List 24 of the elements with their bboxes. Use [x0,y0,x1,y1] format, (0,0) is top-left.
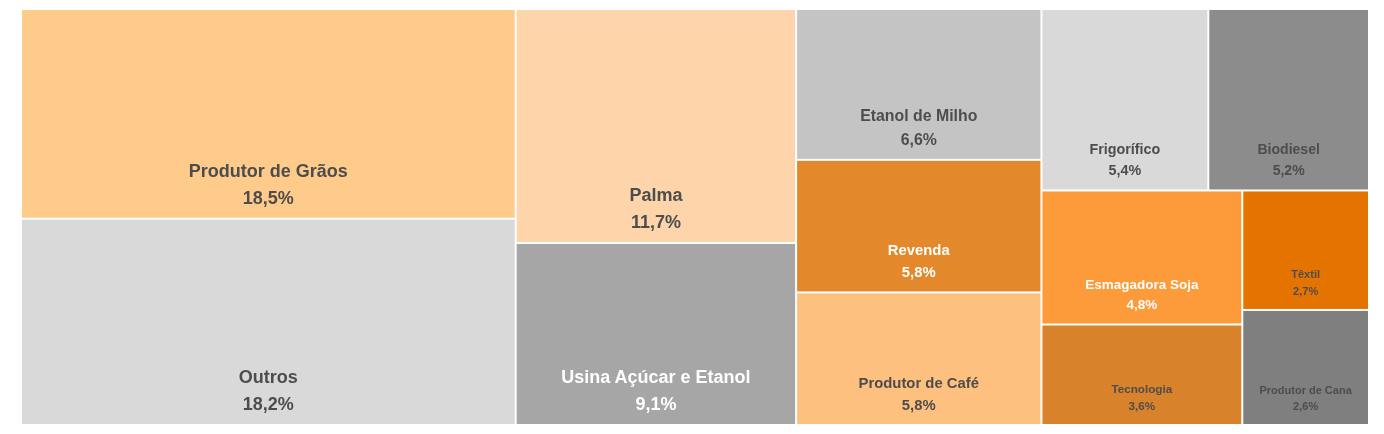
category-label: Outros [238,367,298,387]
category-label: Usina Açúcar e Etanol [561,367,751,387]
category-label: Frigorífico [1089,140,1161,157]
category-label: Produtor de Café [858,374,979,391]
data-label: 5,8% [901,264,936,281]
data-label: 4,8% [1126,297,1158,313]
data-label: 9,1% [635,394,677,414]
category-label: Esmagadora Soja [1085,277,1199,293]
data-label: 2,7% [1293,284,1319,297]
data-label: 6,6% [900,130,937,148]
data-label: 18,2% [242,394,294,414]
data-label: 5,4% [1108,162,1142,179]
category-label: Biodiesel [1257,141,1320,158]
category-label: Revenda [887,242,951,259]
data-label: 5,8% [901,397,936,413]
data-label: 18,5% [242,187,294,208]
category-label: Palma [629,185,684,205]
category-label: Têxtil [1291,268,1321,281]
data-label: 5,2% [1272,162,1306,179]
category-label: Tecnologia [1111,381,1173,395]
data-label: 11,7% [630,212,681,232]
category-label: Produtor de Grãos [188,160,348,181]
data-label: 3,6% [1128,399,1156,412]
category-label: Etanol de Milho [860,107,978,125]
